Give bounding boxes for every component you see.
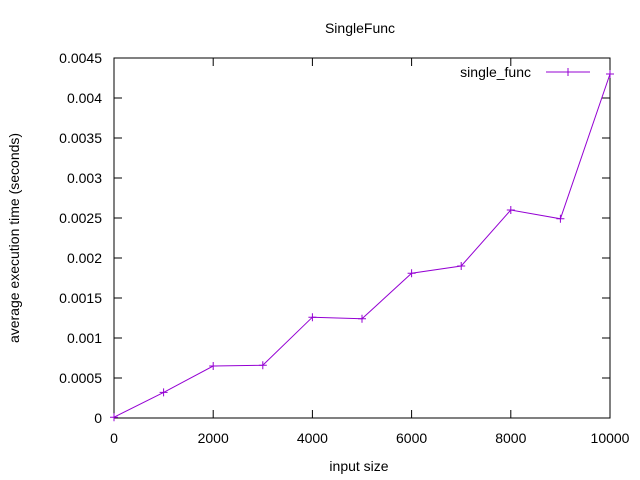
y-tick-label: 0.0015 bbox=[59, 290, 102, 306]
y-tick-label: 0 bbox=[94, 410, 102, 426]
data-point bbox=[358, 314, 366, 323]
y-tick-label: 0.0035 bbox=[59, 130, 102, 146]
legend: single_func bbox=[460, 64, 590, 80]
x-tick-label: 6000 bbox=[396, 430, 427, 446]
y-axis-label: average execution time (seconds) bbox=[6, 133, 22, 343]
x-axis-label: input size bbox=[329, 458, 388, 474]
y-tick-label: 0.0025 bbox=[59, 210, 102, 226]
y-tick-label: 0.0045 bbox=[59, 50, 102, 66]
y-tick-label: 0.003 bbox=[67, 170, 102, 186]
x-tick-label: 4000 bbox=[297, 430, 328, 446]
chart-title: SingleFunc bbox=[325, 20, 395, 36]
data-point bbox=[556, 214, 565, 223]
data-point bbox=[110, 413, 118, 422]
x-tick-label: 8000 bbox=[495, 430, 526, 446]
data-point bbox=[258, 361, 267, 370]
y-tick-label: 0.002 bbox=[67, 250, 102, 266]
legend-label: single_func bbox=[460, 64, 531, 80]
data-point bbox=[457, 262, 466, 270]
data-point bbox=[159, 388, 168, 397]
data-series bbox=[110, 70, 614, 422]
data-point bbox=[506, 206, 515, 214]
x-tick-label: 2000 bbox=[198, 430, 229, 446]
legend-marker bbox=[564, 68, 572, 76]
axes: 0 0.0005 0.001 0.0015 0.002 0.0025 0.003 0.0035… bbox=[59, 50, 630, 446]
data-point bbox=[606, 70, 614, 78]
y-tick-label: 0.0005 bbox=[59, 370, 102, 386]
y-tick-label: 0.001 bbox=[67, 330, 102, 346]
data-point bbox=[209, 362, 218, 370]
plot-frame bbox=[113, 57, 611, 419]
series-line bbox=[113, 73, 611, 418]
x-tick-label: 10000 bbox=[591, 430, 630, 446]
y-tick-label: 0.004 bbox=[67, 90, 102, 106]
data-point bbox=[308, 313, 317, 322]
data-point bbox=[407, 269, 416, 278]
x-tick-label: 0 bbox=[110, 430, 118, 446]
